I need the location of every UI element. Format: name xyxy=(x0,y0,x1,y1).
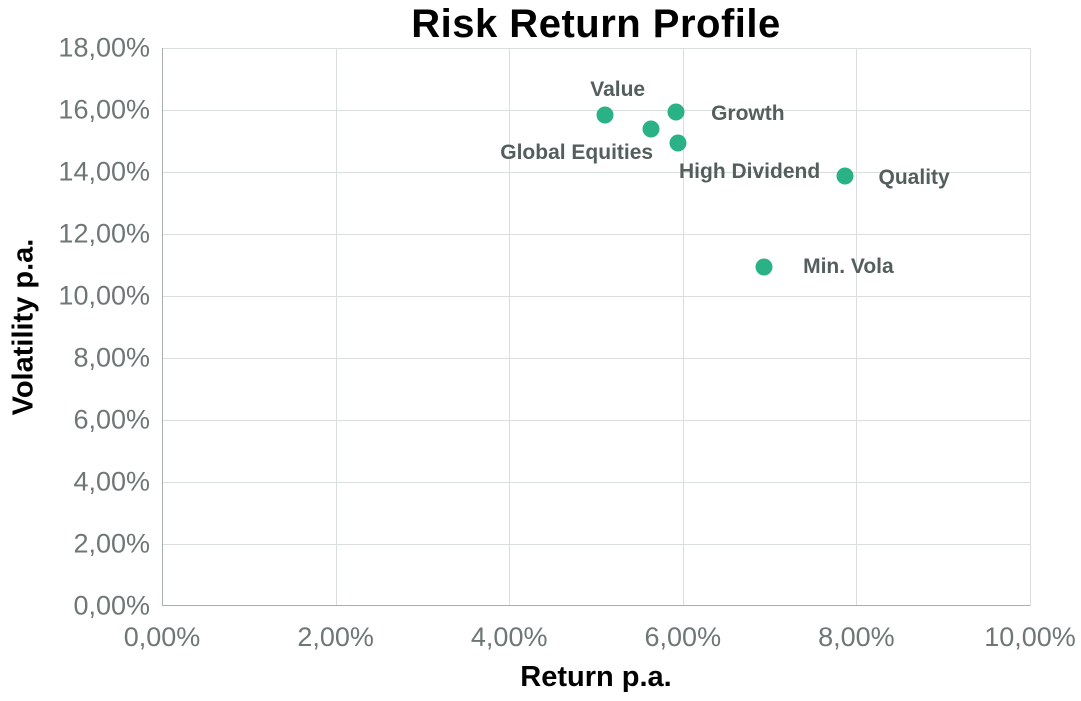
data-point-global-equities xyxy=(642,120,660,138)
x-tick-label: 8,00% xyxy=(818,622,895,652)
horizontal-gridline xyxy=(162,420,1030,421)
y-tick-label: 10,00% xyxy=(58,280,150,311)
horizontal-gridline xyxy=(162,296,1030,297)
y-tick-label: 4,00% xyxy=(73,466,150,497)
x-axis-title: Return p.a. xyxy=(520,661,672,693)
horizontal-gridline xyxy=(162,172,1030,173)
data-point-label-min-vola: Min. Vola xyxy=(803,254,894,278)
vertical-gridline xyxy=(1030,48,1031,606)
data-point-growth xyxy=(667,103,685,121)
data-point-label-global-equities: Global Equities xyxy=(500,140,654,164)
x-tick-label: 0,00% xyxy=(123,622,201,652)
plot-area: Value Growth Global Equities High Dividend Q… xyxy=(162,48,1031,606)
data-point-min-vola xyxy=(755,258,773,276)
x-axis-line xyxy=(162,605,1030,606)
vertical-gridline xyxy=(682,48,684,606)
x-tick-label: 10,00% xyxy=(984,622,1076,652)
horizontal-gridline xyxy=(162,482,1030,483)
y-axis-title: Volatility p.a. xyxy=(7,238,40,416)
y-tick-label: 16,00% xyxy=(58,94,150,125)
data-point-quality xyxy=(836,167,854,185)
y-tick-label: 0,00% xyxy=(73,590,150,621)
vertical-gridline xyxy=(335,48,337,606)
x-tick-label: 2,00% xyxy=(297,622,374,652)
chart-title: Risk Return Profile xyxy=(411,2,781,46)
horizontal-gridline xyxy=(162,358,1030,359)
data-point-label-high-dividend: High Dividend xyxy=(678,159,821,183)
x-tick-label: 4,00% xyxy=(470,622,548,652)
y-tick-label: 8,00% xyxy=(73,342,150,373)
y-tick-label: 18,00% xyxy=(58,32,150,63)
horizontal-gridline xyxy=(162,48,1030,49)
x-tick-label: 6,00% xyxy=(644,622,722,652)
vertical-gridline xyxy=(856,48,858,606)
y-tick-label: 2,00% xyxy=(73,528,150,559)
data-point-label-value: Value xyxy=(590,77,646,101)
y-axis-line xyxy=(162,48,163,606)
y-tick-label: 14,00% xyxy=(58,156,150,187)
horizontal-gridline xyxy=(162,234,1030,235)
y-tick-label: 6,00% xyxy=(73,404,150,435)
data-point-label-growth: Growth xyxy=(711,101,785,125)
y-tick-label: 12,00% xyxy=(58,218,150,249)
data-point-value xyxy=(596,106,614,124)
horizontal-gridline xyxy=(162,110,1030,111)
data-point-high-dividend xyxy=(669,134,687,152)
data-point-label-quality: Quality xyxy=(878,165,950,189)
horizontal-gridline xyxy=(162,544,1030,545)
vertical-gridline xyxy=(509,48,511,606)
